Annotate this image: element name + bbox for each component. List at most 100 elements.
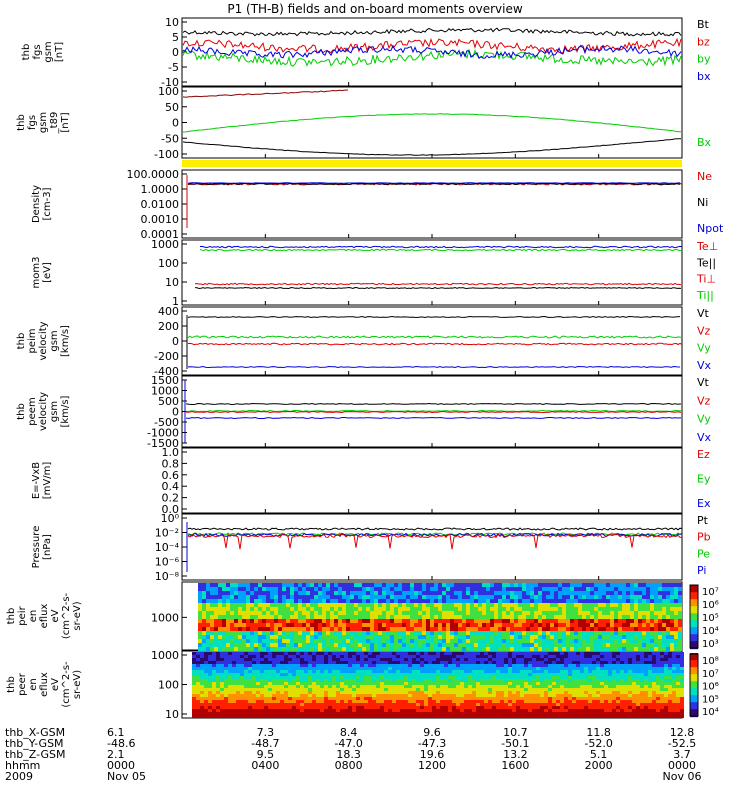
ion-spectrogram-cell	[582, 583, 586, 587]
electron-spectrogram-cell	[336, 673, 340, 676]
electron-spectrogram-cell	[524, 685, 528, 688]
electron-spectrogram-cell	[572, 673, 576, 676]
electron-spectrogram-cell	[512, 658, 516, 661]
ion-spectrogram-cell	[274, 583, 278, 587]
ion-spectrogram-cell	[638, 595, 642, 599]
ion-spectrogram-cell	[346, 619, 350, 623]
electron-spectrogram-cell	[552, 679, 556, 682]
electron-spectrogram-cell	[652, 700, 656, 703]
ion-spectrogram-cell	[414, 623, 418, 627]
electron-spectrogram-cell	[372, 703, 376, 706]
electron-spectrogram-cell	[584, 682, 588, 685]
electron-spectrogram-cell	[420, 688, 424, 691]
electron-spectrogram-cell	[548, 676, 552, 679]
electron-spectrogram-cell	[212, 694, 216, 697]
electron-spectrogram-cell	[556, 694, 560, 697]
electron-spectrogram-cell	[196, 658, 200, 661]
electron-spectrogram-cell	[236, 709, 240, 712]
electron-spectrogram-cell	[324, 670, 328, 673]
ion-spectrogram-cell	[602, 611, 606, 615]
electron-spectrogram-cell	[500, 670, 504, 673]
electron-spectrogram-cell	[540, 658, 544, 661]
ion-spectrogram-cell	[222, 603, 226, 607]
panel-6-ylabel: gsm	[49, 401, 60, 422]
electron-spectrogram-cell	[372, 679, 376, 682]
ion-spectrogram-cell	[494, 615, 498, 619]
electron-spectrogram-cell	[656, 679, 660, 682]
electron-spectrogram-cell	[340, 658, 344, 661]
ion-spectrogram-cell	[586, 643, 590, 647]
electron-spectrogram-cell	[588, 673, 592, 676]
ion-spectrogram-cell	[310, 627, 314, 631]
ion-spectrogram-cell	[446, 631, 450, 635]
electron-spectrogram-cell	[224, 673, 228, 676]
ion-spectrogram-cell	[202, 639, 206, 643]
electron-spectrogram-cell	[488, 673, 492, 676]
ion-spectrogram-cell	[282, 595, 286, 599]
ion-spectrogram-cell	[198, 591, 202, 595]
electron-spectrogram-cell	[260, 670, 264, 673]
electron-spectrogram-cell	[292, 661, 296, 664]
electron-spectrogram-cell	[640, 694, 644, 697]
electron-spectrogram-cell	[288, 697, 292, 700]
electron-spectrogram-cell	[252, 679, 256, 682]
electron-spectrogram-cell	[528, 703, 532, 706]
ion-colorbar-band	[690, 614, 698, 616]
electron-spectrogram-cell	[368, 655, 372, 658]
electron-spectrogram-cell	[512, 655, 516, 658]
electron-spectrogram-cell	[340, 700, 344, 703]
ion-spectrogram-cell	[274, 619, 278, 623]
ion-spectrogram-cell	[282, 627, 286, 631]
electron-spectrogram-cell	[592, 700, 596, 703]
electron-spectrogram-cell	[256, 670, 260, 673]
electron-spectrogram-cell	[552, 652, 556, 655]
electron-spectrogram-cell	[288, 703, 292, 706]
electron-spectrogram-cell	[448, 655, 452, 658]
ion-spectrogram-cell	[474, 631, 478, 635]
electron-spectrogram-cell	[372, 697, 376, 700]
electron-spectrogram-cell	[436, 715, 440, 718]
panel-2-ylabel: fgs	[27, 115, 38, 130]
ion-spectrogram-cell	[494, 643, 498, 647]
electron-spectrogram-cell	[540, 670, 544, 673]
ion-spectrogram-cell	[294, 607, 298, 611]
electron-spectrogram-cell	[416, 661, 420, 664]
electron-spectrogram-cell	[228, 712, 232, 715]
electron-spectrogram-cell	[356, 679, 360, 682]
ion-spectrogram-cell	[618, 631, 622, 635]
electron-spectrogram-cell	[304, 694, 308, 697]
panel-2-ytick-label: 0	[172, 117, 179, 130]
electron-spectrogram-cell	[280, 652, 284, 655]
electron-spectrogram-cell	[492, 703, 496, 706]
electron-spectrogram-cell	[344, 658, 348, 661]
electron-spectrogram-cell	[508, 712, 512, 715]
electron-spectrogram-cell	[656, 691, 660, 694]
electron-spectrogram-cell	[648, 703, 652, 706]
electron-spectrogram-cell	[260, 712, 264, 715]
electron-spectrogram-cell	[448, 712, 452, 715]
ion-spectrogram-cell	[438, 647, 442, 651]
ion-spectrogram-cell	[334, 591, 338, 595]
legend-vx-label: Vx	[697, 431, 712, 444]
electron-spectrogram-cell	[204, 709, 208, 712]
electron-spectrogram-cell	[280, 703, 284, 706]
electron-spectrogram-cell	[400, 691, 404, 694]
panel-9-ytick-label: 1000	[151, 611, 179, 624]
electron-spectrogram-cell	[404, 667, 408, 670]
electron-spectrogram-cell	[640, 664, 644, 667]
electron-spectrogram-cell	[224, 661, 228, 664]
ion-spectrogram-cell	[222, 627, 226, 631]
ion-spectrogram-cell	[198, 615, 202, 619]
ion-spectrogram-cell	[294, 635, 298, 639]
ion-spectrogram-cell	[390, 595, 394, 599]
ion-spectrogram-cell	[414, 631, 418, 635]
ion-spectrogram-cell	[218, 599, 222, 603]
electron-spectrogram-cell	[640, 652, 644, 655]
ion-spectrogram-cell	[654, 599, 658, 603]
ion-spectrogram-cell	[350, 607, 354, 611]
ion-spectrogram-cell	[382, 647, 386, 651]
ion-spectrogram-cell	[374, 603, 378, 607]
ion-spectrogram-cell	[662, 631, 666, 635]
electron-spectrogram-cell	[368, 709, 372, 712]
electron-spectrogram-cell	[452, 658, 456, 661]
